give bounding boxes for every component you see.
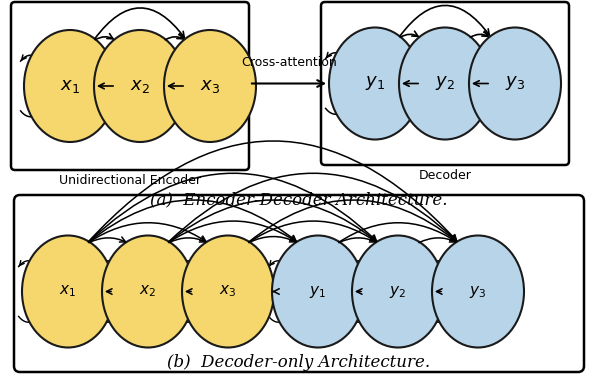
Text: (a)  Encoder-Decoder Architecture.: (a) Encoder-Decoder Architecture.: [150, 191, 448, 208]
Ellipse shape: [399, 27, 491, 139]
Ellipse shape: [94, 30, 186, 142]
Text: $x_{3}$: $x_{3}$: [200, 77, 220, 95]
Text: (b)  Decoder-only Architecture.: (b) Decoder-only Architecture.: [167, 354, 431, 371]
Text: $x_{2}$: $x_{2}$: [139, 284, 157, 299]
FancyBboxPatch shape: [14, 195, 584, 372]
FancyBboxPatch shape: [321, 2, 569, 165]
Ellipse shape: [272, 235, 364, 347]
Text: Decoder: Decoder: [419, 169, 471, 182]
Text: Cross-attention: Cross-attention: [241, 56, 337, 70]
Text: $y_{1}$: $y_{1}$: [365, 74, 385, 92]
Text: $x_{1}$: $x_{1}$: [59, 284, 77, 299]
Text: Unidirectional Encoder: Unidirectional Encoder: [59, 174, 201, 187]
Ellipse shape: [469, 27, 561, 139]
Ellipse shape: [329, 27, 421, 139]
Text: $x_{2}$: $x_{2}$: [130, 77, 150, 95]
Ellipse shape: [164, 30, 256, 142]
Text: $x_{3}$: $x_{3}$: [219, 284, 237, 299]
Text: $y_{1}$: $y_{1}$: [309, 284, 327, 300]
Ellipse shape: [22, 235, 114, 347]
Text: $y_{2}$: $y_{2}$: [389, 284, 407, 300]
Text: $x_{1}$: $x_{1}$: [60, 77, 80, 95]
Ellipse shape: [102, 235, 194, 347]
Text: $y_{3}$: $y_{3}$: [469, 284, 487, 300]
Text: $y_{2}$: $y_{2}$: [435, 74, 455, 92]
FancyBboxPatch shape: [11, 2, 249, 170]
Ellipse shape: [432, 235, 524, 347]
Ellipse shape: [24, 30, 116, 142]
Text: $y_{3}$: $y_{3}$: [505, 74, 525, 92]
Ellipse shape: [182, 235, 274, 347]
Ellipse shape: [352, 235, 444, 347]
